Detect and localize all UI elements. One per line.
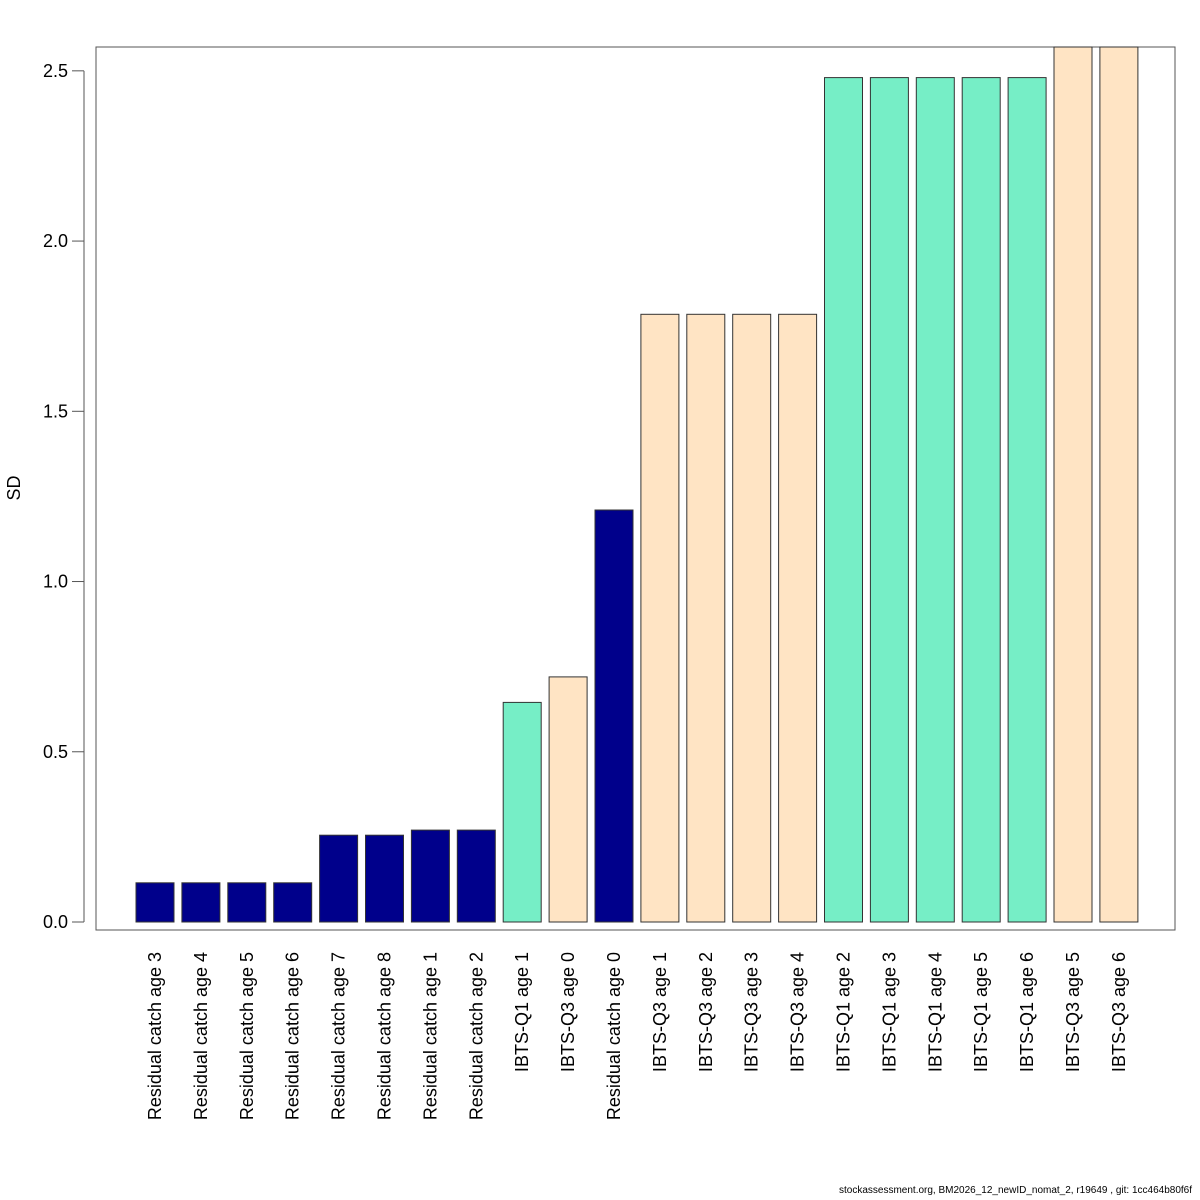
x-category-label: IBTS-Q1 age 5 — [971, 952, 991, 1072]
bar — [227, 882, 267, 923]
bar — [778, 313, 818, 923]
bar — [824, 77, 863, 923]
x-category-label: IBTS-Q3 age 3 — [742, 952, 762, 1072]
y-tick-label: 2.0 — [43, 231, 68, 251]
y-tick-label: 1.5 — [43, 401, 68, 421]
y-axis-label: SD — [4, 475, 24, 500]
bars — [135, 46, 1139, 923]
bar — [869, 77, 909, 923]
y-tick-label: 2.5 — [43, 61, 68, 81]
x-category-label: IBTS-Q1 age 3 — [879, 952, 899, 1072]
bar — [732, 313, 772, 923]
bar — [548, 676, 588, 923]
x-category-label: IBTS-Q3 age 4 — [788, 952, 808, 1072]
bar — [640, 313, 680, 923]
x-category-label: Residual catch age 3 — [145, 952, 165, 1120]
bar — [456, 829, 496, 923]
bar — [1007, 77, 1047, 923]
footer-credit: stockassessment.org, BM2026_12_newID_nom… — [839, 1185, 1192, 1196]
x-category-label: Residual catch age 0 — [604, 952, 624, 1120]
x-category-label: Residual catch age 5 — [237, 952, 257, 1120]
x-category-label: IBTS-Q1 age 6 — [1017, 952, 1037, 1072]
x-category-label: Residual catch age 6 — [283, 952, 303, 1120]
bar — [1099, 46, 1139, 923]
bar — [365, 834, 404, 923]
x-category-label: IBTS-Q1 age 1 — [512, 952, 532, 1072]
bar — [686, 313, 726, 923]
x-category-label: IBTS-Q3 age 1 — [650, 952, 670, 1072]
x-axis-labels: Residual catch age 3 Residual catch age 4… — [145, 952, 1129, 1120]
bar — [961, 77, 1001, 923]
x-category-label: IBTS-Q3 age 0 — [558, 952, 578, 1072]
y-tick-label: 0.5 — [43, 742, 68, 762]
bar — [1053, 46, 1093, 923]
plot-frame — [95, 46, 1176, 931]
x-category-label: IBTS-Q3 age 5 — [1063, 952, 1083, 1072]
x-category-label: Residual catch age 1 — [420, 952, 440, 1120]
x-category-label: IBTS-Q3 age 2 — [696, 952, 716, 1072]
x-category-label: Residual catch age 7 — [329, 952, 349, 1120]
x-category-label: IBTS-Q3 age 6 — [1109, 952, 1129, 1072]
x-category-label: Residual catch age 2 — [466, 952, 486, 1120]
y-tick-label: 0.0 — [43, 912, 68, 932]
x-category-label: IBTS-Q1 age 4 — [925, 952, 945, 1072]
x-category-label: IBTS-Q1 age 2 — [834, 952, 854, 1072]
bar — [594, 509, 634, 923]
y-tick-label: 1.0 — [43, 572, 68, 592]
bar — [502, 701, 542, 923]
x-category-label: Residual catch age 4 — [191, 952, 211, 1120]
bar — [319, 834, 359, 923]
bar — [181, 882, 221, 923]
x-category-label: Residual catch age 8 — [375, 952, 395, 1120]
bar — [273, 882, 313, 923]
bar — [135, 882, 175, 923]
bar — [915, 77, 955, 923]
y-axis: 0.0 0.5 1.0 1.5 2.0 2.5 — [43, 61, 85, 932]
bar — [410, 829, 450, 923]
